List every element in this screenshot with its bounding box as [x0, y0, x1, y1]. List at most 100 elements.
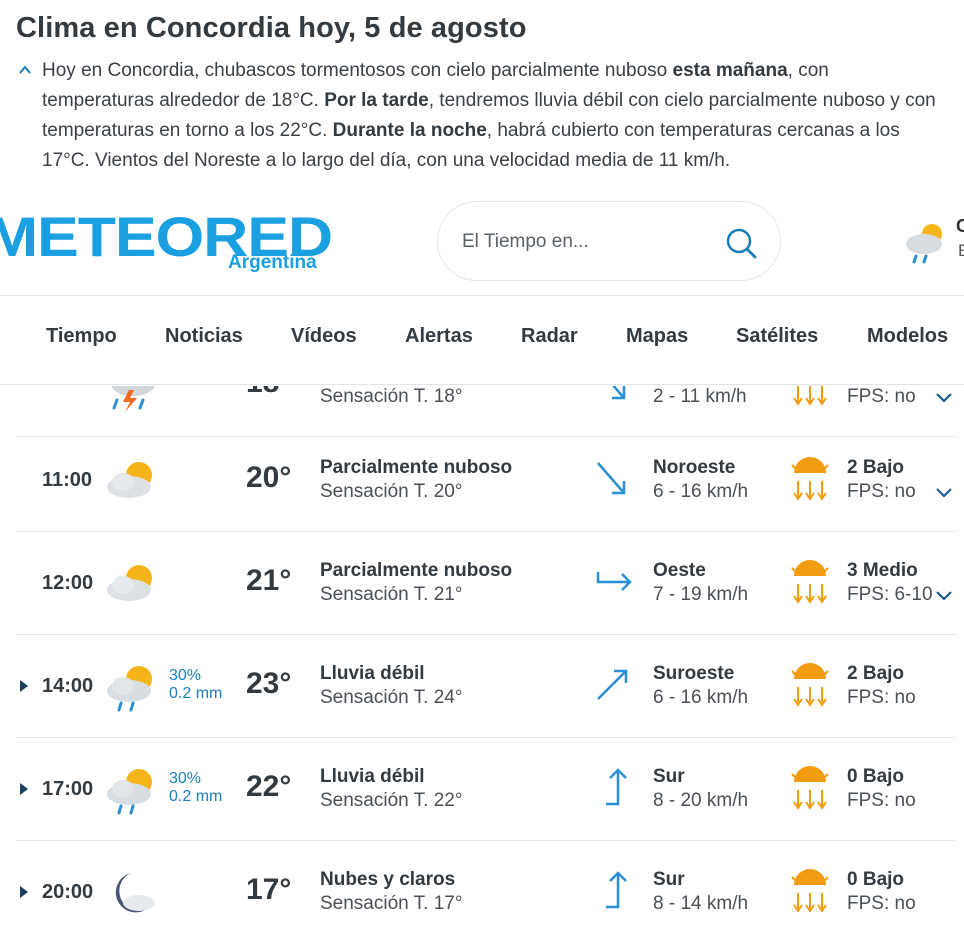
uv-sun-icon	[791, 560, 829, 604]
feels-like: Sensación T. 21°	[320, 584, 463, 605]
wind-direction-icon	[606, 768, 627, 806]
uv-sun-icon	[791, 663, 829, 707]
nav-item-tiempo[interactable]: Tiempo	[46, 325, 117, 347]
main-nav: Tiempo Noticias Vídeos Alertas Radar Map…	[0, 297, 964, 385]
moon-cloud-icon	[115, 873, 155, 913]
temperature: 18°	[246, 386, 291, 400]
wind-speed: 7 - 19 km/h	[653, 584, 749, 605]
forecast-time: 17:00	[42, 778, 94, 800]
feels-like: Sensación T. 22°	[320, 790, 463, 811]
summary-text-2: , con temperaturas alrededor de 18°C.	[42, 60, 829, 111]
forecast-row[interactable]: 17:00 30% 0.2 mm 22° Lluvia débil Sensación T…	[15, 738, 957, 841]
summary-text-1: Hoy en Concordia, chubascos tormentosos …	[42, 60, 673, 81]
forecast-time: 20:00	[42, 881, 94, 903]
search-icon[interactable]	[724, 226, 758, 260]
site-header: METEORED Argentina C E	[0, 196, 964, 296]
uv-sun-icon	[791, 766, 829, 810]
wind-speed: 2 - 11 km/h	[653, 386, 747, 407]
wind-speed: 6 - 16 km/h	[653, 687, 749, 708]
uv-index: 3 Medio	[847, 560, 918, 581]
page-title: Clima en Concordia hoy, 5 de agosto	[16, 12, 527, 44]
forecast-row[interactable]: 14:00 30% 0.2 mm 23° Lluvia débil Sensación T…	[15, 635, 957, 738]
logo-country: Argentina	[228, 252, 317, 273]
current-weather-icon	[906, 224, 942, 264]
uv-sun-icon	[793, 386, 827, 406]
wind-direction: Sur	[653, 869, 685, 890]
wind-speed: 8 - 14 km/h	[653, 893, 749, 914]
uv-index: 2 Bajo	[847, 457, 905, 478]
forecast-time: 11:00	[42, 469, 93, 491]
caret-right-icon[interactable]	[19, 782, 29, 796]
wind-direction: Oeste	[653, 560, 706, 581]
forecast-time: 12:00	[42, 572, 94, 594]
wind-direction-icon	[596, 572, 632, 591]
feels-like: Sensación T. 20°	[320, 481, 463, 502]
temperature: 17°	[246, 873, 292, 906]
search-box[interactable]	[437, 201, 781, 281]
wind-speed: 6 - 16 km/h	[653, 481, 749, 502]
thunderstorm-icon	[111, 386, 155, 412]
wind-direction: Sur	[653, 766, 685, 787]
rain-probability: 30%	[169, 667, 202, 684]
nav-item-satelites[interactable]: Satélites	[736, 325, 819, 347]
forecast-row[interactable]: 12:00 21° Parcialmente nuboso Sensación T. …	[15, 532, 957, 635]
nav-item-mapas[interactable]: Mapas	[626, 325, 689, 347]
light-rain-sun-icon	[107, 769, 152, 815]
caret-right-icon[interactable]	[19, 679, 29, 693]
feels-like: Sensación T. 18°	[320, 386, 463, 407]
search-input[interactable]	[462, 227, 722, 257]
uv-index: 2 Bajo	[847, 663, 905, 684]
condition-text: Parcialmente nuboso	[320, 560, 513, 581]
wind-speed: 8 - 20 km/h	[653, 790, 749, 811]
temperature: 21°	[246, 564, 292, 597]
summary-text-3: , tendremos lluvia débil con cielo parci…	[42, 90, 936, 141]
caret-right-icon[interactable]	[19, 885, 29, 899]
temperature: 20°	[246, 461, 292, 494]
wind-direction-icon	[606, 871, 627, 909]
wind-direction-icon	[597, 462, 626, 495]
fps-value: FPS: no	[847, 790, 916, 811]
summary-bold-night: Durante la noche	[332, 120, 487, 141]
condition-text: Nubes y claros	[320, 869, 456, 890]
condition-text: Parcialmente nuboso	[320, 457, 513, 478]
uv-sun-icon	[791, 457, 829, 501]
temperature: 23°	[246, 667, 292, 700]
wind-direction-icon	[597, 669, 628, 700]
rain-info: 30% 0.2 mm	[169, 667, 222, 703]
meteored-logo[interactable]: METEORED	[0, 206, 336, 270]
nav-item-modelos[interactable]: Modelos	[867, 325, 949, 347]
wind-direction: Suroeste	[653, 663, 735, 684]
uv-index: 0 Bajo	[847, 766, 905, 787]
nav-item-radar[interactable]: Radar	[521, 325, 578, 347]
nav-item-alertas[interactable]: Alertas	[405, 325, 473, 347]
uv-sun-icon	[791, 869, 829, 913]
forecast-row[interactable]: 11:00 20° Parcialmente nuboso Sensación T. …	[15, 429, 957, 532]
logo-text: METEORED	[0, 206, 332, 268]
fps-value: FPS: no	[847, 893, 916, 914]
rain-amount: 0.2 mm	[169, 685, 223, 702]
feels-like: Sensación T. 24°	[320, 687, 463, 708]
summary-bold-afternoon: Por la tarde	[324, 90, 429, 111]
chevron-up-icon[interactable]	[18, 64, 32, 76]
light-rain-sun-icon	[107, 666, 152, 712]
chevron-down-icon[interactable]	[935, 487, 953, 499]
rain-info: 30% 0.2 mm	[169, 770, 222, 806]
chevron-down-icon[interactable]	[935, 590, 953, 602]
wind-direction-icon	[611, 386, 626, 400]
condition-text: Lluvia débil	[320, 663, 425, 684]
partly-cloudy-icon	[107, 462, 152, 498]
summary-text-4: , habrá cubierto con temperaturas cercan…	[42, 120, 900, 171]
condition-text: Lluvia débil	[320, 766, 425, 787]
current-city-initial[interactable]: C	[956, 216, 964, 236]
partly-cloudy-icon	[107, 565, 152, 601]
nav-item-videos[interactable]: Vídeos	[291, 325, 357, 347]
summary-bold-morning: esta mañana	[672, 60, 788, 81]
rain-amount: 0.2 mm	[169, 788, 223, 805]
wind-direction: Noroeste	[653, 457, 736, 478]
nav-item-noticias[interactable]: Noticias	[165, 325, 243, 347]
rain-probability: 30%	[169, 770, 202, 787]
chevron-down-icon[interactable]	[935, 392, 953, 404]
forecast-row[interactable]: 20:00 17° Nubes y claros Sensación T. 17° Su…	[15, 841, 957, 942]
